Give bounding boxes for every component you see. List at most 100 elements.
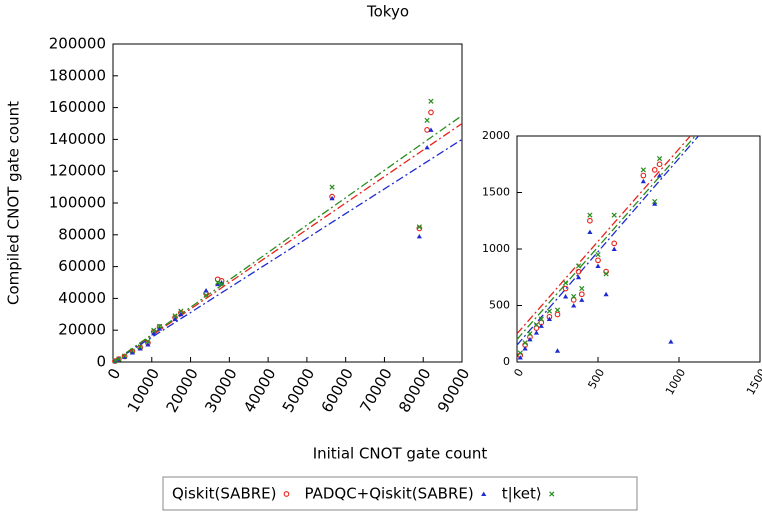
point xyxy=(571,303,577,308)
point xyxy=(656,161,663,168)
point xyxy=(554,311,561,318)
point xyxy=(575,268,582,275)
point xyxy=(145,342,151,347)
point xyxy=(428,98,434,104)
point xyxy=(546,316,552,322)
point xyxy=(424,144,430,150)
x-axis-label: Initial CNOT gate count xyxy=(313,445,488,463)
point xyxy=(656,155,663,162)
point xyxy=(137,344,143,350)
legend-marker xyxy=(549,491,555,497)
y-tick-label: 1000 xyxy=(482,242,510,255)
legend-label: Qiskit(SABRE) xyxy=(172,485,276,503)
point xyxy=(424,117,430,123)
y-tick-label: 20000 xyxy=(58,321,106,339)
point xyxy=(595,257,601,264)
y-tick-label: 2000 xyxy=(482,129,510,142)
point xyxy=(595,252,601,258)
point xyxy=(571,293,577,300)
point xyxy=(603,271,609,277)
point xyxy=(416,224,422,230)
point xyxy=(562,280,569,286)
trend-line xyxy=(112,138,463,363)
point xyxy=(640,167,646,173)
point xyxy=(554,307,561,313)
point xyxy=(129,350,135,355)
plot-frame xyxy=(112,43,463,363)
point xyxy=(579,285,585,292)
point xyxy=(424,127,430,133)
point xyxy=(145,338,151,344)
point xyxy=(215,279,221,286)
trend-line xyxy=(112,122,463,363)
point xyxy=(587,229,593,235)
legend-box xyxy=(162,476,638,511)
point xyxy=(218,281,225,287)
point xyxy=(575,274,582,280)
point xyxy=(651,167,658,173)
point xyxy=(546,308,553,314)
point xyxy=(575,263,582,269)
point xyxy=(172,313,178,319)
point xyxy=(116,356,122,362)
point xyxy=(611,240,618,247)
point xyxy=(668,339,674,344)
point xyxy=(156,323,163,329)
point xyxy=(652,201,658,206)
y-tick-label: 40000 xyxy=(58,289,106,307)
legend-marker xyxy=(481,491,487,496)
plot-frame xyxy=(516,135,761,363)
y-tick-label: 100000 xyxy=(49,194,106,212)
x-tick-label: 1000 xyxy=(663,367,688,398)
x-tick-label: 70000 xyxy=(356,365,395,415)
point xyxy=(178,308,184,314)
point xyxy=(172,316,178,322)
point xyxy=(533,330,540,335)
legend-label: t|ket⟩ xyxy=(502,485,542,503)
point xyxy=(428,109,434,116)
x-tick-label: 60000 xyxy=(318,365,357,415)
point xyxy=(527,331,533,337)
trend-line xyxy=(112,115,463,363)
point xyxy=(538,323,544,328)
point xyxy=(578,291,585,298)
trend-line xyxy=(516,135,691,335)
point xyxy=(137,346,143,351)
point xyxy=(129,348,136,354)
point xyxy=(151,330,157,336)
y-tick-label: 0 xyxy=(503,355,510,368)
point xyxy=(603,291,609,297)
trend-line xyxy=(516,135,699,346)
legend-marker xyxy=(283,491,290,497)
x-tick-label: 80000 xyxy=(395,365,434,415)
x-tick-label: 90000 xyxy=(434,365,473,415)
point xyxy=(329,184,335,190)
x-tick-label: 0 xyxy=(511,367,526,380)
trend-line xyxy=(516,135,696,340)
y-tick-label: 80000 xyxy=(58,225,106,243)
point xyxy=(156,326,163,331)
y-tick-label: 60000 xyxy=(58,257,106,275)
point xyxy=(570,297,577,303)
point xyxy=(652,198,658,205)
x-tick-label: 1500 xyxy=(744,367,762,398)
point xyxy=(562,285,569,292)
point xyxy=(640,172,647,179)
point xyxy=(527,337,533,342)
chart-title: Tokyo xyxy=(366,3,409,21)
point xyxy=(203,292,209,298)
point xyxy=(587,217,593,224)
point xyxy=(112,358,118,364)
point xyxy=(151,327,157,333)
y-tick-label: 0 xyxy=(96,353,106,371)
y-tick-label: 500 xyxy=(489,299,510,312)
point xyxy=(563,294,569,299)
y-tick-label: 140000 xyxy=(49,130,106,148)
x-tick-label: 0 xyxy=(104,365,124,382)
y-tick-label: 1500 xyxy=(482,186,510,199)
x-tick-label: 50000 xyxy=(279,365,318,415)
point xyxy=(522,346,528,351)
y-tick-label: 180000 xyxy=(49,66,106,84)
point xyxy=(538,316,544,322)
point xyxy=(587,212,593,218)
